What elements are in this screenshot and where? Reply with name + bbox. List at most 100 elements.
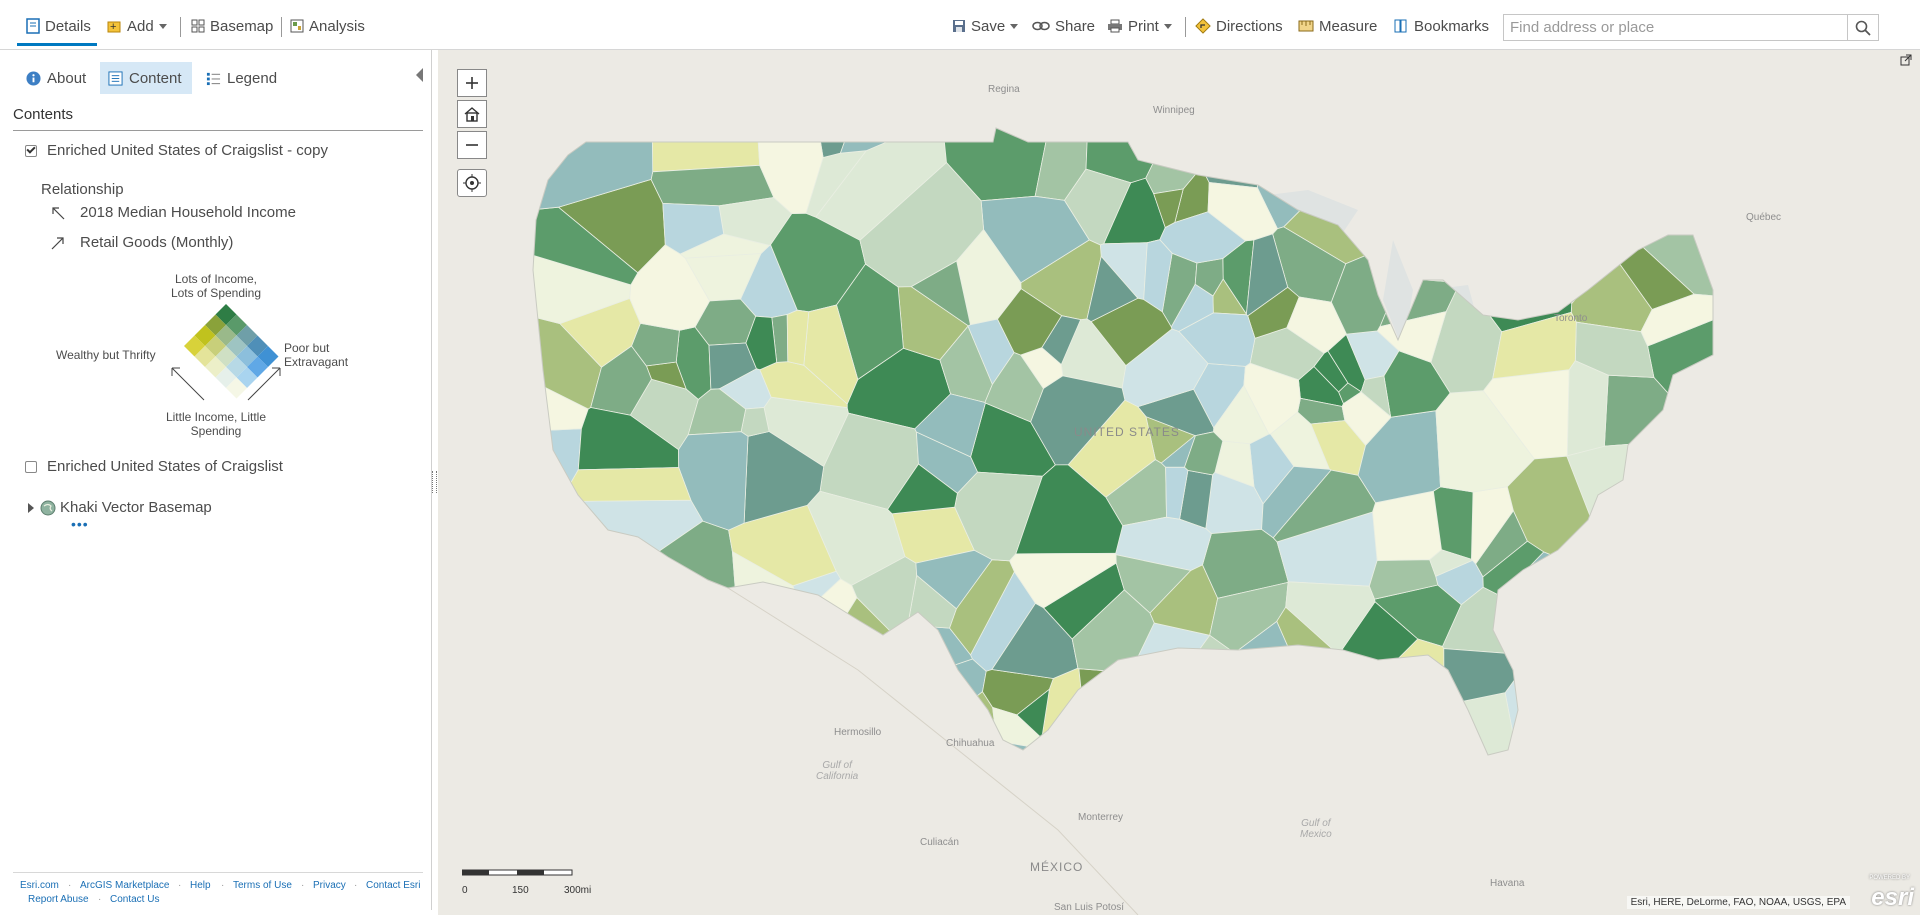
map-attribution[interactable]: Esri, HERE, DeLorme, FAO, NOAA, USGS, EP… bbox=[1626, 896, 1850, 909]
toolbar-divider bbox=[1185, 17, 1186, 37]
footer-separator: · bbox=[301, 880, 305, 891]
footer-link[interactable]: Privacy bbox=[313, 880, 346, 891]
region-cell[interactable] bbox=[1492, 311, 1577, 380]
print-button[interactable]: Print bbox=[1107, 14, 1172, 38]
chevron-down-icon bbox=[158, 23, 167, 29]
footer-link[interactable]: Esri.com bbox=[20, 880, 59, 891]
region-cell[interactable] bbox=[1245, 233, 1289, 317]
directions-button[interactable]: Directions bbox=[1195, 14, 1283, 38]
footer-link[interactable]: Contact Us bbox=[110, 894, 160, 905]
map-label-monterrey: Monterrey bbox=[1078, 812, 1124, 823]
toolbar-divider bbox=[281, 17, 282, 37]
region-cell[interactable] bbox=[1272, 469, 1376, 543]
region-cell[interactable] bbox=[1360, 375, 1392, 418]
region-cell[interactable] bbox=[1207, 182, 1278, 242]
region-cell[interactable] bbox=[1064, 168, 1132, 246]
plus-icon bbox=[466, 77, 478, 89]
measure-button[interactable]: Measure bbox=[1298, 14, 1377, 38]
save-button[interactable]: Save bbox=[952, 14, 1019, 38]
map-canvas[interactable] bbox=[438, 50, 1920, 915]
collapse-panel-icon[interactable] bbox=[416, 68, 423, 82]
search-input[interactable] bbox=[1504, 15, 1854, 40]
region-cell[interactable] bbox=[756, 120, 824, 215]
zoom-out-button[interactable] bbox=[457, 131, 487, 159]
fullscreen-expand-icon[interactable] bbox=[1900, 54, 1912, 66]
locate-button[interactable] bbox=[457, 169, 487, 197]
footer-link[interactable]: Terms of Use bbox=[233, 880, 292, 891]
bookmarks-button[interactable]: Bookmarks bbox=[1393, 14, 1489, 38]
region-cell[interactable] bbox=[914, 393, 986, 458]
region-cell[interactable] bbox=[887, 463, 958, 515]
map-label-winnipeg: Winnipeg bbox=[1153, 105, 1195, 116]
details-panel: About Content Legend Contents Enriched U… bbox=[6, 50, 432, 910]
tab-about[interactable]: About bbox=[18, 62, 96, 94]
panel-resize-handle[interactable] bbox=[432, 471, 437, 493]
map-label-havana: Havana bbox=[1490, 878, 1525, 889]
layer-visibility-checkbox[interactable] bbox=[25, 144, 37, 157]
svg-text:+: + bbox=[110, 21, 116, 33]
layer-visibility-checkbox[interactable] bbox=[25, 460, 37, 473]
region-cell[interactable] bbox=[1015, 464, 1124, 555]
details-label: Details bbox=[45, 17, 91, 35]
add-button[interactable]: + Add bbox=[106, 14, 167, 38]
tab-legend[interactable]: Legend bbox=[198, 62, 286, 94]
region-cell[interactable] bbox=[1184, 431, 1224, 476]
region-cell[interactable] bbox=[1086, 255, 1139, 323]
map-label-chihuahua: Chihuahua bbox=[946, 738, 995, 749]
map-label-united-states: UNITED STATES bbox=[1074, 425, 1180, 439]
basemap-button[interactable]: Basemap bbox=[191, 14, 273, 38]
more-options-icon[interactable]: ••• bbox=[71, 516, 89, 532]
region-cell[interactable] bbox=[1178, 312, 1256, 367]
region-cell[interactable] bbox=[662, 202, 725, 255]
region-cell[interactable] bbox=[1009, 552, 1117, 609]
legend-swatch bbox=[226, 377, 247, 399]
layer-row-basemap[interactable]: Khaki Vector Basemap bbox=[28, 499, 212, 516]
layer-label[interactable]: Enriched United States of Craigslist - c… bbox=[47, 142, 328, 159]
contents-divider bbox=[13, 130, 423, 131]
search-button[interactable] bbox=[1847, 15, 1878, 40]
region-cell[interactable] bbox=[1640, 293, 1738, 347]
layer-label[interactable]: Enriched United States of Craigslist bbox=[47, 458, 283, 475]
region-cell[interactable] bbox=[1071, 589, 1155, 674]
region-cell[interactable] bbox=[1016, 688, 1050, 740]
region-cell[interactable] bbox=[1090, 297, 1173, 367]
region-cell[interactable] bbox=[1165, 466, 1189, 520]
region-cell[interactable] bbox=[1115, 554, 1192, 614]
measure-ruler-icon bbox=[1298, 20, 1314, 32]
region-cell[interactable] bbox=[915, 549, 993, 610]
region-cell[interactable] bbox=[786, 309, 810, 366]
analysis-button[interactable]: Analysis bbox=[290, 14, 365, 38]
esri-logo[interactable]: esri bbox=[1871, 884, 1914, 911]
region-cell[interactable] bbox=[650, 164, 775, 207]
region-cell[interactable] bbox=[1143, 239, 1173, 313]
footer-link[interactable]: Contact Esri bbox=[366, 880, 421, 891]
analysis-label: Analysis bbox=[309, 17, 365, 35]
legend-axis-arrow bbox=[247, 367, 281, 401]
region-cell[interactable] bbox=[1286, 296, 1347, 354]
legend-top-line1: Lots of Income, bbox=[174, 272, 258, 286]
map-view[interactable]: Regina Winnipeg Québec Toronto UNITED ST… bbox=[438, 50, 1920, 915]
tab-content[interactable]: Content bbox=[100, 62, 192, 94]
layer-row-craigslist-copy[interactable]: Enriched United States of Craigslist - c… bbox=[25, 142, 328, 159]
gulf-california-line2: California bbox=[816, 771, 859, 782]
region-cell[interactable] bbox=[997, 288, 1063, 356]
locate-crosshair-icon bbox=[463, 174, 481, 192]
default-extent-button[interactable] bbox=[457, 100, 487, 128]
share-button[interactable]: Share bbox=[1032, 14, 1095, 38]
details-button[interactable]: Details bbox=[26, 14, 91, 38]
region-cell[interactable] bbox=[1429, 549, 1474, 577]
region-cell[interactable] bbox=[859, 162, 985, 288]
region-cell[interactable] bbox=[1566, 360, 1609, 457]
layer-label[interactable]: Khaki Vector Basemap bbox=[60, 499, 212, 516]
expand-triangle-icon[interactable] bbox=[28, 502, 34, 513]
region-cell[interactable] bbox=[559, 467, 692, 502]
footer-link[interactable]: Report Abuse bbox=[28, 894, 89, 905]
footer-separator: · bbox=[178, 880, 182, 891]
region-cell[interactable] bbox=[518, 206, 639, 286]
footer-link[interactable]: ArcGIS Marketplace bbox=[80, 880, 170, 891]
footer-link[interactable]: Help bbox=[190, 880, 211, 891]
minus-icon bbox=[466, 144, 478, 146]
layer-row-craigslist[interactable]: Enriched United States of Craigslist bbox=[25, 458, 283, 475]
zoom-in-button[interactable] bbox=[457, 69, 487, 97]
region-cell[interactable] bbox=[1285, 581, 1376, 656]
